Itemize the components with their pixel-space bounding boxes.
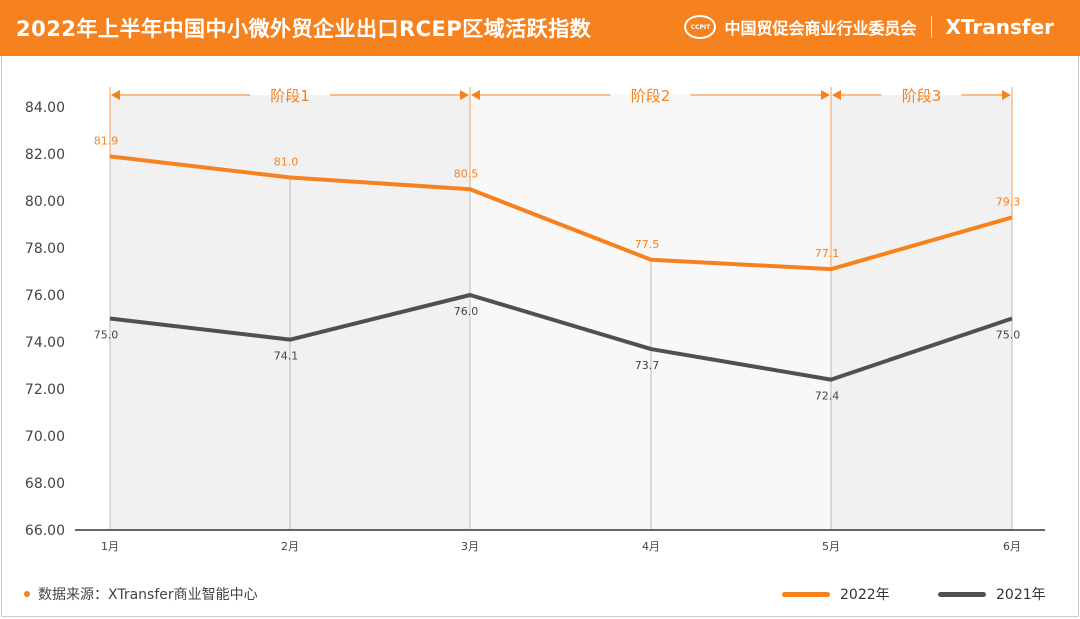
y-tick-label: 78.00 [25, 241, 65, 257]
source-text: 数据来源：XTransfer商业智能中心 [38, 587, 258, 603]
data-label: 73.7 [635, 359, 660, 372]
legend-label: 2022年 [840, 587, 890, 603]
data-label: 81.0 [274, 156, 299, 169]
series-line-2022年 [109, 154, 1013, 272]
stage-band [831, 95, 1012, 530]
data-label: 75.0 [996, 329, 1021, 342]
arrow-left-icon [111, 90, 120, 100]
series-line-2021年 [109, 293, 1013, 382]
stage-label: 阶段3 [902, 87, 942, 105]
xtransfer-logo: XTransfer [945, 15, 1055, 39]
x-tick-label: 2月 [281, 540, 299, 553]
arrow-left-icon [832, 90, 841, 100]
y-tick-label: 74.00 [25, 335, 65, 351]
data-label: 81.9 [94, 134, 119, 147]
data-label: 77.5 [635, 238, 660, 251]
arrow-right-icon [1002, 90, 1011, 100]
data-label: 72.4 [815, 390, 840, 403]
legend-item-2022: 2022年 [782, 584, 890, 604]
brand-bar: CCPIT 中国贸促会商业行业委员会 XTransfer [684, 15, 1054, 39]
chart-title: 2022年上半年中国中小微外贸企业出口RCEP区域活跃指数 [16, 17, 592, 41]
data-label: 79.3 [996, 195, 1021, 208]
data-label: 80.5 [454, 167, 479, 180]
data-label: 75.0 [94, 329, 119, 342]
divider [930, 16, 932, 38]
data-source: 数据来源：XTransfer商业智能中心 [24, 584, 258, 604]
y-tick-label: 80.00 [25, 194, 65, 210]
y-tick-label: 68.00 [25, 476, 65, 492]
x-tick-label: 1月 [101, 540, 119, 553]
stage-label: 阶段1 [270, 87, 310, 105]
bullet-icon [24, 591, 30, 597]
chart-card [1, 56, 1079, 617]
y-tick-label: 72.00 [25, 382, 65, 398]
data-label: 76.0 [454, 305, 479, 318]
y-tick-label: 66.00 [25, 523, 65, 539]
ccpit-logo-icon: CCPIT [684, 15, 717, 39]
x-tick-label: 5月 [822, 540, 840, 553]
stage-label: 阶段2 [631, 87, 671, 105]
header: 2022年上半年中国中小微外贸企业出口RCEP区域活跃指数 CCPIT 中国贸促… [0, 0, 1080, 56]
legend-item-2021: 2021年 [938, 584, 1046, 604]
y-tick-label: 84.00 [25, 100, 65, 116]
legend-swatch-2021 [938, 591, 986, 597]
arrow-right-icon [821, 90, 830, 100]
y-tick-label: 82.00 [25, 147, 65, 163]
data-label: 74.1 [274, 350, 299, 363]
x-tick-label: 3月 [461, 540, 479, 553]
x-tick-label: 4月 [642, 540, 660, 553]
arrow-right-icon [460, 90, 469, 100]
y-tick-label: 70.00 [25, 429, 65, 445]
x-tick-label: 6月 [1003, 540, 1021, 553]
y-tick-label: 76.00 [25, 288, 65, 304]
legend-swatch-2022 [782, 591, 830, 597]
data-label: 77.1 [815, 247, 840, 260]
arrow-left-icon [471, 90, 480, 100]
org-name: 中国贸促会商业行业委员会 [724, 19, 917, 38]
legend-label: 2021年 [996, 587, 1046, 603]
